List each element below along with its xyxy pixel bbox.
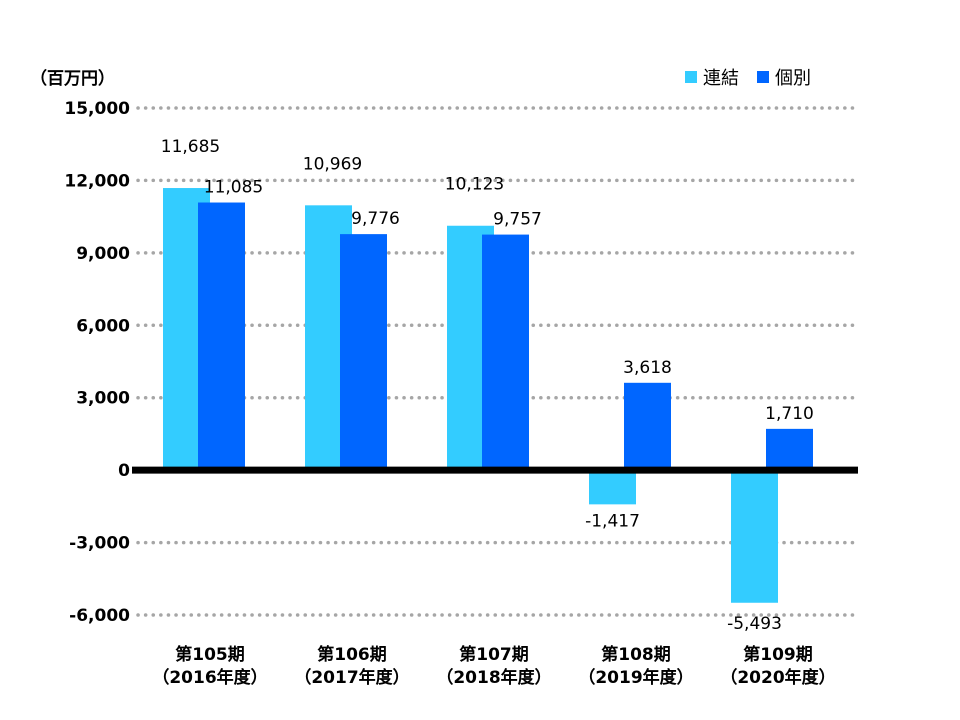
y-tick-label: -3,000 — [69, 534, 130, 554]
bar-individual — [198, 202, 245, 471]
chart-legend: 連結 個別 — [685, 64, 829, 90]
legend-item-individual: 個別 — [757, 64, 811, 90]
bar-consolidated — [589, 470, 636, 505]
data-label-individual: 1,710 — [765, 404, 814, 424]
data-label-consolidated: 10,969 — [303, 154, 362, 174]
category-label: （2017年度） — [294, 667, 409, 688]
category-label: 第108期 — [601, 644, 671, 665]
y-tick-label: 6,000 — [76, 316, 130, 336]
category-label: （2016年度） — [152, 667, 267, 688]
data-label-individual: 3,618 — [623, 358, 672, 378]
data-label-consolidated: 10,123 — [445, 175, 504, 195]
category-label: 第106期 — [317, 644, 387, 665]
bar-individual — [766, 428, 813, 471]
data-label-individual: 11,085 — [204, 178, 263, 198]
bar-consolidated — [731, 470, 778, 603]
bar-individual — [340, 234, 387, 471]
data-label-consolidated: 11,685 — [161, 137, 220, 157]
data-label-consolidated: -5,493 — [727, 614, 782, 634]
y-tick-label: 15,000 — [64, 99, 130, 119]
category-label: 第109期 — [743, 644, 813, 665]
legend-swatch-individual — [757, 71, 769, 83]
legend-label-consolidated: 連結 — [703, 68, 739, 89]
y-tick-label: 12,000 — [64, 171, 130, 191]
legend-label-individual: 個別 — [775, 68, 811, 89]
y-tick-label: 3,000 — [76, 389, 130, 409]
category-label: 第107期 — [459, 644, 529, 665]
category-label: （2019年度） — [578, 667, 693, 688]
y-tick-label: 0 — [118, 461, 130, 481]
category-label: （2018年度） — [436, 667, 551, 688]
bar-individual — [624, 382, 671, 471]
legend-item-consolidated: 連結 — [685, 64, 739, 90]
y-tick-label: 9,000 — [76, 244, 130, 264]
data-label-individual: 9,776 — [351, 209, 400, 229]
bar-individual — [482, 234, 529, 471]
y-axis-unit-label: （百万円） — [30, 69, 115, 89]
category-label: （2020年度） — [720, 667, 835, 688]
data-label-individual: 9,757 — [493, 210, 542, 230]
legend-swatch-consolidated — [685, 71, 697, 83]
category-label: 第105期 — [175, 644, 245, 665]
y-tick-label: -6,000 — [69, 606, 130, 626]
data-label-consolidated: -1,417 — [585, 511, 640, 531]
